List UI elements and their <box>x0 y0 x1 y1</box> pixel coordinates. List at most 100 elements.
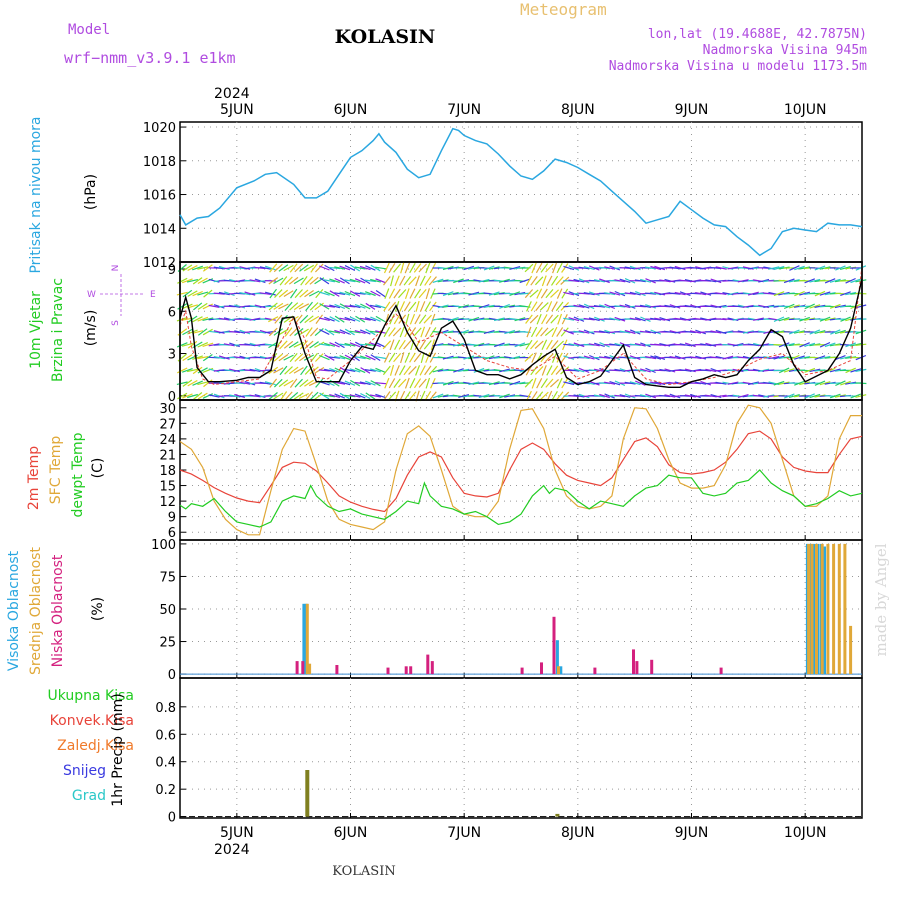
bottom-day-label: 6JUN <box>334 825 368 841</box>
wind-arrow <box>535 262 543 274</box>
wind-arrow <box>254 266 266 270</box>
wind-arrow <box>249 305 261 308</box>
wind-arrow <box>555 391 564 401</box>
wind-arrow <box>551 352 558 363</box>
wind-arrow <box>430 313 436 325</box>
wind-arrow <box>753 394 765 398</box>
wind-arrow <box>389 364 395 376</box>
wind-arrow <box>545 289 554 299</box>
wind-arrow <box>244 369 256 372</box>
bottom-day-label: 9JUN <box>675 825 709 841</box>
wind-arrow <box>524 289 534 299</box>
wind-arrow <box>561 314 568 325</box>
wind-arrow <box>634 317 646 322</box>
wind-arrow <box>203 379 213 388</box>
wind-arrow <box>278 314 288 324</box>
wind-arrow <box>557 313 563 325</box>
wind-arrow <box>789 265 800 271</box>
wind-arrow <box>314 353 324 362</box>
wind-arrow <box>539 391 549 401</box>
wind-arrow <box>442 265 454 271</box>
wind-arrow <box>309 391 319 401</box>
wind-arrow <box>197 392 208 400</box>
precip-frame <box>179 677 863 819</box>
wind-arrow <box>430 339 435 351</box>
wind-arrow <box>418 263 427 273</box>
wind-label-1: 10m Vjetar <box>28 291 44 369</box>
wind-arrow <box>536 313 542 325</box>
wind-arrow <box>747 343 759 347</box>
wind-arrow <box>514 342 526 348</box>
compass-s: S <box>111 320 121 326</box>
wind-arrow <box>344 279 356 283</box>
wind-arrow <box>305 327 313 337</box>
wind-arrow <box>187 379 198 387</box>
wind-arrow <box>819 341 831 348</box>
wind-arrow <box>197 381 209 386</box>
wind-arrow <box>415 300 420 312</box>
wind-arrow <box>488 291 500 296</box>
wind-arrow <box>344 328 355 336</box>
wind-arrow <box>300 365 308 376</box>
wind-arrow <box>829 303 841 309</box>
wind-arrow <box>304 365 314 375</box>
wind-arrow <box>370 368 381 373</box>
y-tick-label: 100 <box>151 538 176 553</box>
wind-arrow <box>339 381 351 386</box>
wind-arrow <box>535 391 544 401</box>
wind-arrow <box>429 301 437 312</box>
model-elevation-label: Nadmorska Visina u modelu 1173.5m <box>609 59 867 74</box>
wind-arrow <box>855 382 867 385</box>
wind-arrow <box>732 342 744 347</box>
wind-arrow <box>383 262 390 274</box>
wind-arrow <box>390 275 394 287</box>
wind-arrow <box>355 315 366 323</box>
top-day-label: 9JUN <box>675 102 709 118</box>
wind-arrow <box>389 313 395 325</box>
wind-arrow <box>264 291 276 296</box>
wind-arrow <box>293 392 304 400</box>
wind-arrow <box>509 380 521 386</box>
y-tick-label: 1020 <box>143 121 176 136</box>
wind-arrow <box>181 342 193 347</box>
wind-arrow <box>176 381 188 385</box>
cloud-mid-bar <box>807 543 811 675</box>
wind-arrow <box>544 327 554 337</box>
wind-arrow <box>573 304 585 308</box>
wind-arrow <box>530 340 539 350</box>
wind-arrow <box>218 265 230 271</box>
wind-arrow <box>700 343 712 347</box>
wind-arrow <box>419 339 427 350</box>
wind-arrow <box>344 394 356 398</box>
bottom-day-label: 5JUN <box>220 825 254 841</box>
wind-arrow <box>288 276 299 285</box>
pressure-unit: (hPa) <box>83 174 99 210</box>
wind-arrow <box>546 365 553 376</box>
wind-arrow <box>375 382 387 385</box>
bottom-day-label: 8JUN <box>561 825 595 841</box>
wind-arrow <box>375 290 386 298</box>
cloud-high-bar <box>823 546 826 675</box>
wind-arrow <box>323 368 336 373</box>
wind-arrow <box>187 265 198 271</box>
wind-arrow <box>202 303 214 310</box>
wind-arrow <box>778 342 790 348</box>
wind-arrow <box>249 279 261 283</box>
wind-arrow <box>177 303 188 310</box>
wind-arrow <box>408 276 417 286</box>
wind-arrow <box>383 301 391 312</box>
wind-arrow <box>420 326 426 338</box>
wind-arrow <box>645 266 657 270</box>
cloud-low-bar <box>295 661 299 675</box>
wind-arrow <box>239 318 251 321</box>
wind-arrow <box>393 314 401 325</box>
wind-arrow <box>388 352 396 363</box>
wind-arrow <box>684 394 696 398</box>
wind-arrow <box>541 314 548 325</box>
wind-arrow <box>213 330 225 334</box>
wind-arrow <box>710 266 722 270</box>
wind-arrow <box>294 289 303 299</box>
compass-n: N <box>111 265 121 272</box>
wind-arrow <box>773 380 785 386</box>
wind-arrow <box>298 328 309 336</box>
